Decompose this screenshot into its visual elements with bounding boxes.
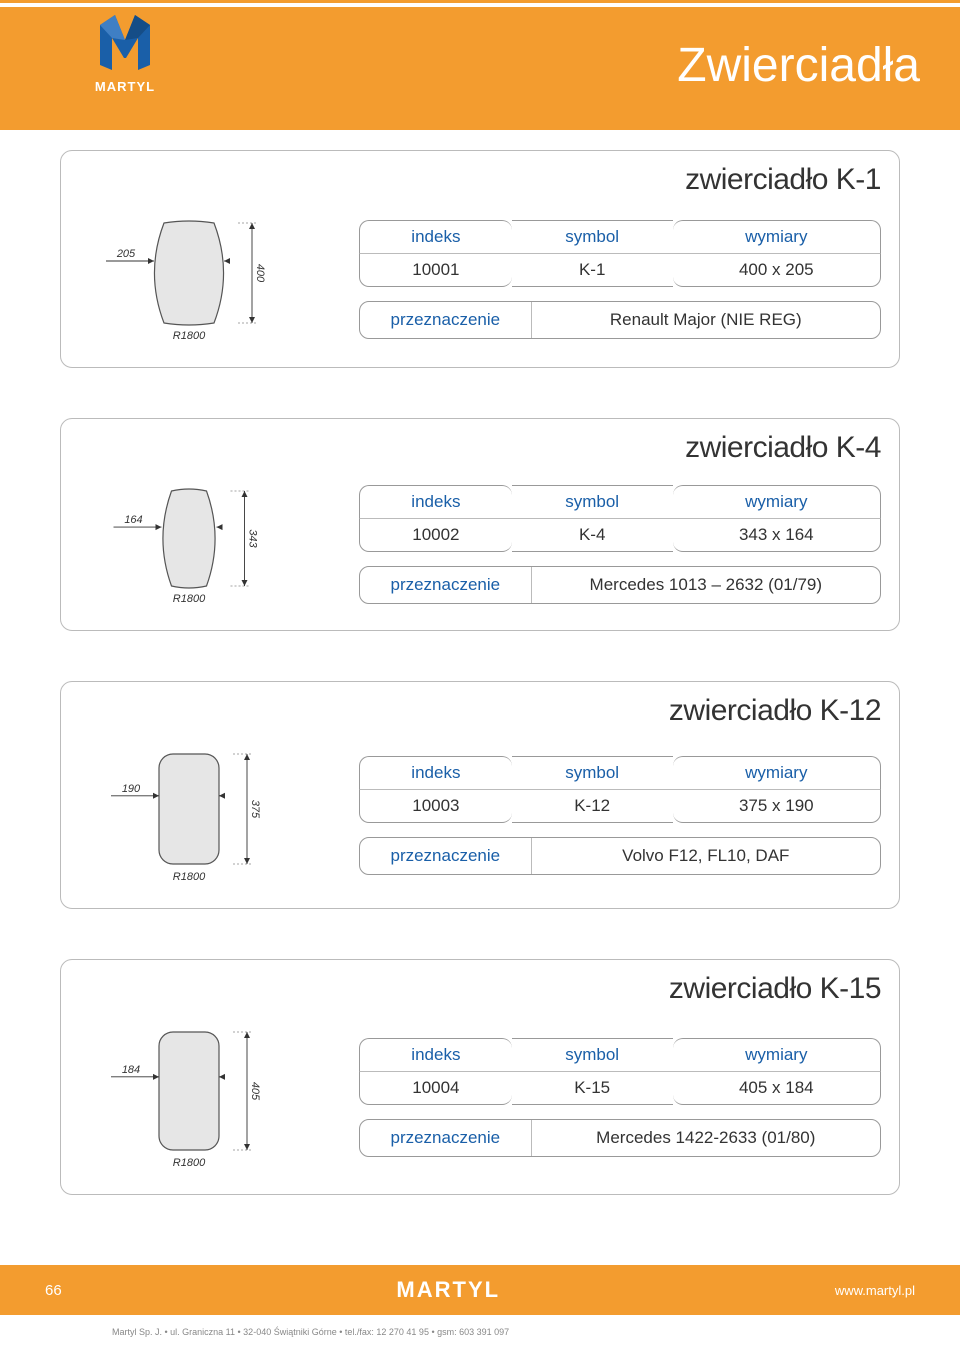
logo-m-icon bbox=[90, 10, 160, 75]
purpose-box: przeznaczenie Volvo F12, FL10, DAF bbox=[359, 837, 881, 875]
cell-indeks: 10004 bbox=[359, 1072, 512, 1105]
col-indeks: indeks bbox=[359, 220, 512, 254]
col-symbol: symbol bbox=[512, 485, 673, 519]
col-wymiary: wymiary bbox=[673, 1038, 881, 1072]
footer-website: www.martyl.pl bbox=[835, 1283, 915, 1298]
purpose-value: Mercedes 1013 – 2632 (01/79) bbox=[532, 567, 880, 603]
svg-text:405: 405 bbox=[249, 1082, 261, 1101]
content-area: zwierciadło K-1 400 205 R1800 indeks sym… bbox=[0, 130, 960, 1265]
cell-symbol: K-4 bbox=[512, 519, 673, 552]
svg-text:R1800: R1800 bbox=[173, 871, 206, 883]
logo-brand-text: MARTYL bbox=[95, 79, 155, 94]
purpose-label: przeznaczenie bbox=[360, 838, 532, 874]
svg-text:R1800: R1800 bbox=[173, 330, 206, 342]
col-indeks: indeks bbox=[359, 756, 512, 790]
purpose-box: przeznaczenie Mercedes 1422-2633 (01/80) bbox=[359, 1119, 881, 1157]
product-specs: indeks symbol wymiary 10003 K-12 375 x 1… bbox=[359, 756, 881, 875]
product-title: zwierciadło K-15 bbox=[79, 972, 881, 1006]
cell-indeks: 10001 bbox=[359, 254, 512, 287]
header-stripe bbox=[0, 3, 960, 7]
col-symbol: symbol bbox=[512, 756, 673, 790]
spec-table: indeks symbol wymiary 10001 K-1 400 x 20… bbox=[359, 220, 881, 287]
purpose-box: przeznaczenie Renault Major (NIE REG) bbox=[359, 301, 881, 339]
svg-text:190: 190 bbox=[122, 783, 141, 795]
product-title: zwierciadło K-12 bbox=[79, 694, 881, 728]
cell-symbol: K-15 bbox=[512, 1072, 673, 1105]
product-card: zwierciadło K-1 400 205 R1800 indeks sym… bbox=[60, 150, 900, 368]
col-indeks: indeks bbox=[359, 1038, 512, 1072]
svg-text:164: 164 bbox=[124, 514, 142, 526]
purpose-value: Mercedes 1422-2633 (01/80) bbox=[532, 1120, 880, 1156]
svg-text:375: 375 bbox=[249, 800, 261, 819]
product-card: zwierciadło K-4 343 164 R1800 indeks sym… bbox=[60, 418, 900, 631]
purpose-box: przeznaczenie Mercedes 1013 – 2632 (01/7… bbox=[359, 566, 881, 604]
product-drawing: 343 164 R1800 bbox=[79, 477, 339, 612]
spec-table: indeks symbol wymiary 10003 K-12 375 x 1… bbox=[359, 756, 881, 823]
col-wymiary: wymiary bbox=[673, 220, 881, 254]
cell-wymiary: 405 x 184 bbox=[673, 1072, 881, 1105]
col-indeks: indeks bbox=[359, 485, 512, 519]
product-title: zwierciadło K-4 bbox=[79, 431, 881, 465]
brand-logo: MARTYL bbox=[75, 10, 175, 120]
product-specs: indeks symbol wymiary 10004 K-15 405 x 1… bbox=[359, 1038, 881, 1157]
product-title: zwierciadło K-1 bbox=[79, 163, 881, 197]
product-specs: indeks symbol wymiary 10001 K-1 400 x 20… bbox=[359, 220, 881, 339]
page-title: Zwierciadła bbox=[677, 38, 920, 93]
cell-indeks: 10003 bbox=[359, 790, 512, 823]
footer-company-info: Martyl Sp. J. • ul. Graniczna 11 • 32-04… bbox=[0, 1315, 960, 1351]
purpose-value: Volvo F12, FL10, DAF bbox=[532, 838, 880, 874]
product-specs: indeks symbol wymiary 10002 K-4 343 x 16… bbox=[359, 485, 881, 604]
product-card: zwierciadło K-12 375 190 R1800 indeks sy… bbox=[60, 681, 900, 909]
product-drawing: 405 184 R1800 bbox=[79, 1018, 339, 1176]
cell-symbol: K-1 bbox=[512, 254, 673, 287]
col-wymiary: wymiary bbox=[673, 485, 881, 519]
cell-wymiary: 375 x 190 bbox=[673, 790, 881, 823]
svg-text:205: 205 bbox=[116, 248, 136, 260]
spec-table: indeks symbol wymiary 10004 K-15 405 x 1… bbox=[359, 1038, 881, 1105]
purpose-label: przeznaczenie bbox=[360, 302, 532, 338]
purpose-value: Renault Major (NIE REG) bbox=[532, 302, 880, 338]
header-band: MARTYL Zwierciadła bbox=[0, 0, 960, 130]
cell-indeks: 10002 bbox=[359, 519, 512, 552]
svg-text:400: 400 bbox=[254, 264, 266, 283]
col-wymiary: wymiary bbox=[673, 756, 881, 790]
product-drawing: 400 205 R1800 bbox=[79, 209, 339, 349]
purpose-label: przeznaczenie bbox=[360, 567, 532, 603]
cell-wymiary: 343 x 164 bbox=[673, 519, 881, 552]
col-symbol: symbol bbox=[512, 220, 673, 254]
svg-text:R1800: R1800 bbox=[173, 593, 206, 605]
page-number: 66 bbox=[45, 1282, 62, 1299]
svg-text:184: 184 bbox=[122, 1064, 140, 1076]
svg-text:R1800: R1800 bbox=[173, 1157, 206, 1169]
product-card: zwierciadło K-15 405 184 R1800 indeks sy… bbox=[60, 959, 900, 1195]
product-drawing: 375 190 R1800 bbox=[79, 740, 339, 890]
cell-symbol: K-12 bbox=[512, 790, 673, 823]
cell-wymiary: 400 x 205 bbox=[673, 254, 881, 287]
svg-text:343: 343 bbox=[247, 529, 259, 548]
col-symbol: symbol bbox=[512, 1038, 673, 1072]
footer-brand: MARTYL bbox=[396, 1277, 500, 1303]
purpose-label: przeznaczenie bbox=[360, 1120, 532, 1156]
footer-band: 66 MARTYL www.martyl.pl bbox=[0, 1265, 960, 1315]
spec-table: indeks symbol wymiary 10002 K-4 343 x 16… bbox=[359, 485, 881, 552]
